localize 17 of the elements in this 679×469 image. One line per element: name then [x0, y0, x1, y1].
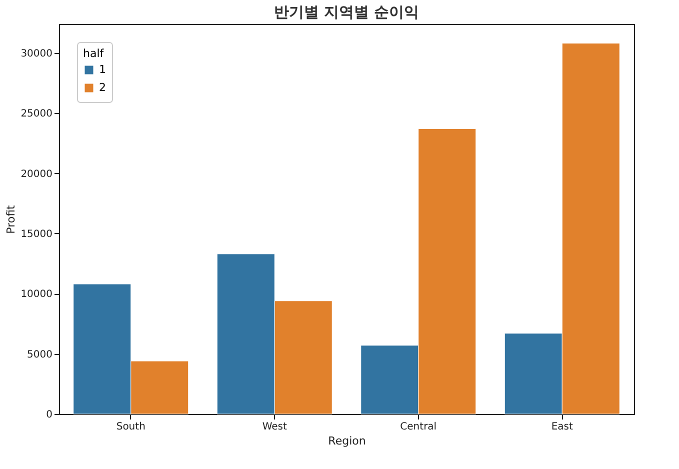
y-tick-label: 30000 [20, 48, 52, 60]
legend-title: half [83, 47, 105, 60]
y-tick-label: 5000 [27, 349, 52, 360]
y-tick-label: 10000 [20, 289, 52, 300]
legend-label: 2 [99, 81, 106, 94]
x-tick-label: South [116, 422, 146, 432]
x-tick-label: West [262, 422, 287, 432]
y-tick-label: 15000 [20, 228, 52, 240]
x-tick-label: Central [400, 422, 437, 432]
y-tick-label: 20000 [20, 168, 52, 180]
legend-label: 1 [99, 63, 106, 76]
chart-title: 반기별 지역별 순이익 [274, 3, 420, 21]
y-axis-title: Profit [4, 204, 18, 234]
x-tick-label: East [551, 422, 573, 432]
y-tick-label: 0 [46, 410, 52, 420]
y-tick-label: 25000 [20, 108, 52, 120]
x-axis-title: Region [328, 434, 366, 448]
